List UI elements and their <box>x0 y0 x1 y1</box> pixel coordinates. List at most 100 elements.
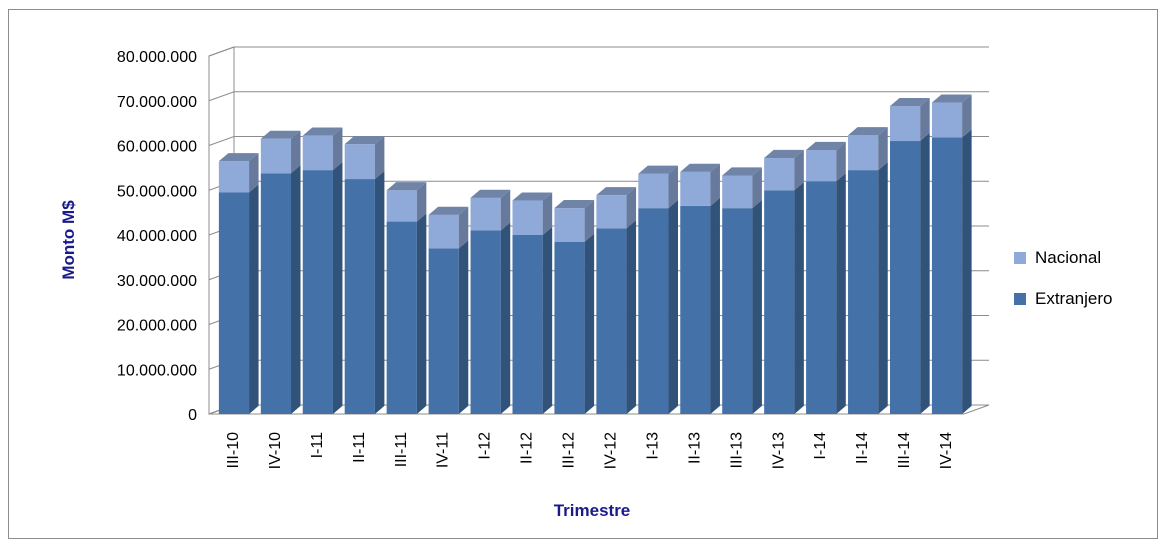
bar-side <box>416 182 427 222</box>
bar-side <box>584 200 595 242</box>
bar-front <box>680 205 711 414</box>
bar-side <box>500 189 511 231</box>
bar-extranjero <box>806 173 846 414</box>
bar-extranjero <box>680 197 720 414</box>
bar-side <box>752 200 762 414</box>
legend-label: Nacional <box>1035 248 1101 267</box>
bar-front <box>218 192 250 414</box>
bar-front <box>344 144 375 180</box>
bar-extranjero <box>638 200 679 414</box>
bar-nacional <box>470 189 511 231</box>
bar-side <box>584 233 595 414</box>
bar-side <box>878 162 888 414</box>
x-tick-label: IV-11 <box>435 432 452 468</box>
gridline <box>208 46 989 57</box>
bar-side <box>794 149 804 191</box>
y-tick-label: 20.000.000 <box>117 318 197 335</box>
bar-side <box>458 206 469 249</box>
bar-nacional <box>889 98 930 142</box>
bar-side <box>962 94 972 138</box>
bar-extranjero <box>848 162 888 414</box>
bar-nacional <box>554 200 595 242</box>
bar-front <box>722 208 753 414</box>
x-tick-label: I-13 <box>644 432 661 460</box>
x-tick-label: IV-14 <box>938 432 955 469</box>
bar-nacional <box>260 130 301 174</box>
y-axis-title: Monto M$ <box>59 200 78 280</box>
bar-top <box>218 153 259 162</box>
bar-side <box>291 130 301 174</box>
bar-front <box>596 228 627 414</box>
bar-extranjero <box>889 132 930 415</box>
bar-front <box>554 208 585 242</box>
x-axis-title: Trimestre <box>554 501 631 520</box>
x-tick-label: I-12 <box>477 432 494 460</box>
bar-side <box>374 136 385 180</box>
bar-side <box>416 213 427 414</box>
bar-nacional <box>386 182 427 222</box>
bar-front <box>512 200 543 235</box>
bar-top <box>680 163 720 172</box>
bar-top <box>386 182 427 191</box>
bar-nacional <box>638 165 679 209</box>
bar-top <box>931 94 972 103</box>
bar-side <box>458 240 469 414</box>
bar-side <box>332 162 343 414</box>
bar-front <box>764 190 795 414</box>
bar-extranjero <box>596 220 637 414</box>
bar-nacional <box>806 141 846 182</box>
bar-top <box>889 98 930 107</box>
bar-front <box>889 141 921 414</box>
bar-side <box>542 192 553 235</box>
bar-nacional <box>596 187 637 229</box>
bar-side <box>542 226 553 414</box>
bar-front <box>596 195 627 229</box>
y-tick-label: 30.000.000 <box>117 273 197 290</box>
bar-nacional <box>680 163 720 206</box>
bar-side <box>836 141 846 182</box>
bar-nacional <box>302 127 343 171</box>
bar-extranjero <box>554 233 595 414</box>
bar-front <box>848 135 879 171</box>
bar-top <box>848 127 888 136</box>
gridline <box>208 91 989 102</box>
bar-nacional <box>848 127 888 171</box>
bar-top <box>596 187 637 196</box>
bar-front <box>470 197 501 231</box>
bar-side <box>920 132 930 415</box>
y-tick-label: 60.000.000 <box>117 139 197 156</box>
chart-frame: 0 10.000.000 20.000.000 30.000.000 40.000.00… <box>8 9 1158 539</box>
bar-extranjero <box>218 184 259 414</box>
y-tick-label: 50.000.000 <box>117 183 197 200</box>
bar-top <box>554 200 595 209</box>
bar-top <box>470 189 511 198</box>
bar-extranjero <box>386 213 427 414</box>
bar-side <box>794 182 804 414</box>
x-tick-label: I-11 <box>309 432 326 458</box>
bar-side <box>626 187 637 229</box>
x-tick-label: II-12 <box>519 432 536 464</box>
x-tick-label: III-12 <box>561 432 578 469</box>
bar-front <box>931 137 963 414</box>
bar-nacional <box>344 136 385 180</box>
bar-front <box>931 102 963 138</box>
bar-front <box>680 171 711 206</box>
x-tick-label: III-13 <box>728 432 745 469</box>
bar-extranjero <box>428 240 469 414</box>
y-tick-label: 0 <box>188 407 197 424</box>
bar-nacional <box>722 167 762 209</box>
bar-extranjero <box>722 200 762 414</box>
x-tick-label: II-14 <box>854 432 871 464</box>
bar-top <box>344 136 385 145</box>
legend-item: Nacional <box>1014 248 1101 267</box>
bar-extranjero <box>470 222 511 414</box>
bar-side <box>291 165 301 414</box>
bar-side <box>332 127 343 171</box>
bar-front <box>218 161 250 193</box>
bar-side <box>752 167 762 209</box>
bar-side <box>668 165 679 209</box>
x-tick-label: IV-10 <box>267 432 284 469</box>
bar-nacional <box>764 149 804 191</box>
x-tick-label: III-14 <box>896 432 913 469</box>
y-tick-label: 10.000.000 <box>117 362 197 379</box>
